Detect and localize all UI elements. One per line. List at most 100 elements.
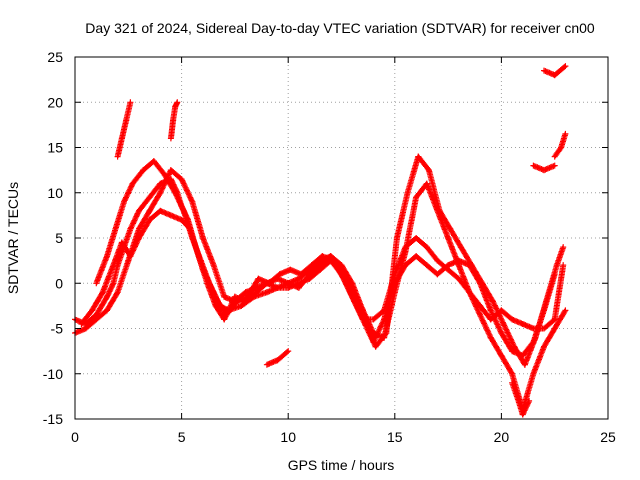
- y-tick-label: -10: [43, 366, 63, 382]
- y-tick-label: 0: [55, 275, 63, 291]
- data-point-run: [391, 262, 409, 287]
- data-point-run: [123, 99, 134, 124]
- data-point-run: [210, 262, 228, 300]
- data-point-run: [136, 216, 153, 241]
- series-drop-21: [509, 379, 533, 418]
- data-point-run: [93, 307, 110, 323]
- plot-frame: [74, 56, 609, 420]
- y-tick-label: 10: [47, 185, 63, 201]
- x-tick-label: 15: [387, 429, 403, 445]
- series-late-14h: [530, 162, 558, 174]
- data-point-run: [82, 316, 100, 332]
- data-point-run: [413, 235, 430, 251]
- data-point-run: [327, 253, 345, 269]
- series-track-4: [78, 207, 558, 359]
- x-tick-label: 0: [71, 429, 79, 445]
- data-point-run: [445, 266, 462, 282]
- data-point-run: [93, 253, 110, 287]
- series-track-1: [72, 176, 567, 332]
- data-point-run: [413, 253, 430, 269]
- data-point-run: [242, 289, 260, 305]
- data-point-run: [306, 266, 324, 282]
- chart-title: Day 321 of 2024, Sidereal Day-to-day VTE…: [85, 20, 595, 36]
- data-point-run: [306, 262, 324, 278]
- y-tick-label: 20: [47, 94, 63, 110]
- data-point-run: [93, 293, 110, 318]
- data-point-run: [146, 189, 164, 214]
- data-point-run: [295, 271, 313, 291]
- data-point-run: [498, 352, 516, 377]
- data-point-run: [498, 330, 516, 355]
- data-point-run: [423, 244, 441, 264]
- y-axis-label: SDTVAR / TECUs: [5, 182, 21, 294]
- data-point-run: [161, 171, 179, 196]
- x-tick-label: 20: [494, 429, 510, 445]
- data-point-run: [82, 311, 100, 327]
- data-point-run: [425, 167, 443, 214]
- data-point-run: [349, 280, 366, 314]
- data-point-run: [466, 262, 484, 287]
- data-point-run: [172, 99, 181, 110]
- series-late-16h: [551, 130, 569, 160]
- series-track-9h: [263, 348, 292, 368]
- data-point-run: [519, 339, 537, 359]
- data-point-run: [199, 235, 217, 269]
- data-point-run: [274, 348, 292, 364]
- data-point-run: [136, 207, 153, 232]
- data-point-run: [466, 289, 484, 318]
- data-point-run: [127, 207, 142, 232]
- data-point-run: [104, 225, 119, 260]
- data-point-run: [530, 343, 547, 377]
- data-point-run: [487, 307, 505, 336]
- data-point-run: [167, 167, 185, 183]
- x-tick-label: 5: [178, 429, 186, 445]
- y-tick-label: 5: [55, 230, 63, 246]
- y-tick-label: -5: [51, 321, 64, 337]
- data-point-run: [541, 316, 558, 332]
- axis-ticks: 0 5 10 15 20 25 -15 -10 -5 0 5 10 15 20 25: [43, 49, 616, 445]
- data-point-run: [146, 180, 164, 201]
- data-point-run: [436, 207, 454, 232]
- data-point-run: [402, 194, 420, 255]
- x-axis-label: GPS time / hours: [288, 457, 395, 473]
- data-point-run: [372, 330, 390, 350]
- data-point-run: [447, 225, 464, 251]
- grid-lines: [75, 57, 608, 419]
- data-point-run: [500, 321, 518, 350]
- data-point-run: [541, 325, 558, 350]
- data-point-run: [381, 280, 398, 323]
- data-point-run: [121, 180, 136, 205]
- data-point-run: [487, 334, 505, 359]
- data-point-run: [338, 262, 356, 287]
- data-point-run: [551, 262, 567, 323]
- data-point-run: [370, 307, 388, 323]
- series-peak-4-8: [167, 99, 181, 142]
- data-point-run: [477, 280, 494, 314]
- data-point-run: [340, 275, 358, 305]
- x-tick-label: 25: [600, 429, 616, 445]
- data-point-run: [298, 262, 315, 278]
- data-point-run: [455, 262, 473, 296]
- x-tick-label: 10: [280, 429, 296, 445]
- data-point-run: [114, 257, 132, 296]
- data-point-run: [150, 158, 168, 178]
- data-point-run: [112, 198, 127, 232]
- data-points: [72, 63, 569, 418]
- data-point-run: [551, 307, 569, 332]
- data-point-run: [530, 307, 547, 346]
- data-point-run: [551, 63, 569, 79]
- data-point-run: [127, 235, 142, 260]
- data-point-run: [519, 397, 533, 418]
- y-tick-label: 25: [47, 49, 63, 65]
- series-early-upper: [114, 99, 134, 160]
- data-point-run: [89, 289, 106, 314]
- data-point-run: [104, 289, 121, 314]
- data-point-run: [189, 198, 206, 241]
- series-late-23: [541, 63, 569, 79]
- data-point-run: [136, 194, 153, 214]
- data-point-run: [541, 271, 558, 314]
- data-point-run: [553, 244, 567, 269]
- data-point-run: [99, 262, 117, 296]
- data-point-run: [104, 280, 117, 300]
